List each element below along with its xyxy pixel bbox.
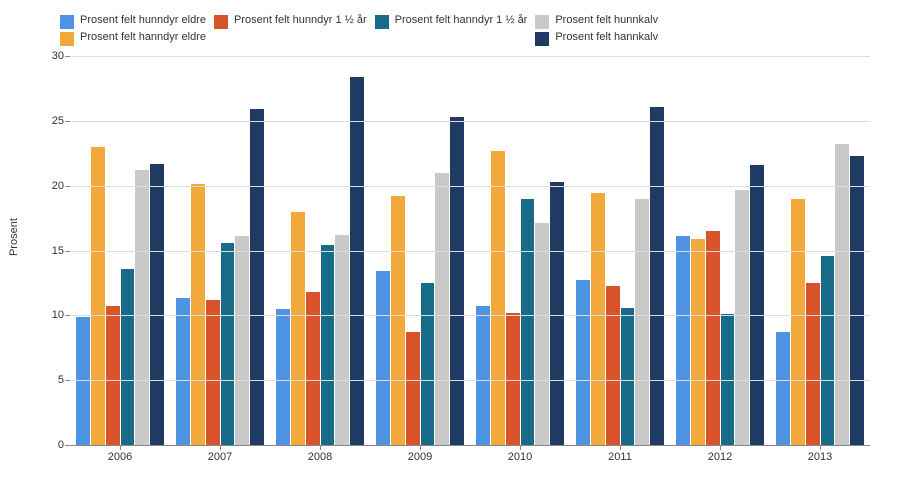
legend-swatch: [214, 15, 228, 29]
bar: [535, 223, 549, 445]
bar: [835, 144, 849, 445]
ytick-label: 25: [40, 115, 64, 127]
bar: [250, 109, 264, 445]
legend-item: Prosent felt hannkalv: [535, 31, 658, 46]
ytick-mark: [65, 56, 70, 57]
bar: [91, 147, 105, 445]
bar: [650, 107, 664, 445]
bar: [391, 196, 405, 445]
bar: [491, 151, 505, 445]
ytick-label: 10: [40, 309, 64, 321]
legend-swatch: [535, 15, 549, 29]
gridline: [70, 380, 870, 381]
bar: [521, 199, 535, 445]
legend-swatch: [60, 15, 74, 29]
bar: [776, 332, 790, 445]
legend-label: Prosent felt hunnkalv: [555, 14, 658, 27]
legend-column: Prosent felt hanndyr 1 ½ år: [375, 14, 528, 48]
gridline: [70, 121, 870, 122]
xtick-label: 2007: [170, 445, 270, 463]
xtick-label: 2008: [270, 445, 370, 463]
legend-label: Prosent felt hunndyr eldre: [80, 14, 206, 27]
bar: [291, 212, 305, 445]
bar: [576, 280, 590, 445]
bar: [350, 77, 364, 445]
legend-column: Prosent felt hunndyr eldre Prosent felt h…: [60, 14, 206, 48]
bar: [176, 298, 190, 445]
bar: [706, 231, 720, 445]
bar: [750, 165, 764, 445]
bar: [850, 156, 864, 445]
legend-swatch: [60, 32, 74, 46]
bar: [235, 236, 249, 445]
bar: [606, 286, 620, 445]
bar: [321, 245, 335, 445]
bar: [635, 199, 649, 445]
bar: [335, 235, 349, 445]
xtick-label: 2012: [670, 445, 770, 463]
legend-item: Prosent felt hunndyr eldre: [60, 14, 206, 29]
xtick-label: 2011: [570, 445, 670, 463]
bar: [506, 313, 520, 445]
bar: [676, 236, 690, 445]
xtick-label: 2009: [370, 445, 470, 463]
ytick-mark: [65, 315, 70, 316]
legend-label: Prosent felt hannkalv: [555, 31, 658, 44]
legend-label: Prosent felt hunndyr 1 ½ år: [234, 14, 367, 27]
bar: [121, 269, 135, 445]
legend-item: Prosent felt hanndyr 1 ½ år: [375, 14, 528, 29]
gridline: [70, 315, 870, 316]
bar: [106, 306, 120, 445]
legend-label: Prosent felt hanndyr 1 ½ år: [395, 14, 528, 27]
bar: [135, 170, 149, 445]
bar: [591, 193, 605, 445]
y-axis-label: Prosent: [8, 218, 20, 256]
xtick-label: 2006: [70, 445, 170, 463]
chart-container: Prosent felt hunndyr eldre Prosent felt h…: [0, 0, 900, 500]
bar: [406, 332, 420, 445]
plot-area: 20062007200820092010201120122013 0510152…: [70, 56, 870, 446]
bar: [476, 306, 490, 445]
ytick-label: 5: [40, 374, 64, 386]
xtick-label: 2013: [770, 445, 870, 463]
bar: [691, 239, 705, 445]
bar: [435, 173, 449, 445]
bar: [421, 283, 435, 445]
bar: [821, 256, 835, 445]
ytick-mark: [65, 251, 70, 252]
bar: [621, 308, 635, 445]
ytick-label: 30: [40, 50, 64, 62]
legend-swatch: [375, 15, 389, 29]
legend-column: Prosent felt hunndyr 1 ½ år: [214, 14, 367, 48]
bar: [221, 243, 235, 445]
bar: [276, 309, 290, 445]
ytick-mark: [65, 380, 70, 381]
bar: [450, 117, 464, 445]
ytick-label: 15: [40, 245, 64, 257]
gridline: [70, 186, 870, 187]
ytick-label: 20: [40, 180, 64, 192]
legend-item: Prosent felt hunndyr 1 ½ år: [214, 14, 367, 29]
ytick-mark: [65, 121, 70, 122]
ytick-mark: [65, 186, 70, 187]
bar: [206, 300, 220, 445]
ytick-mark: [65, 445, 70, 446]
legend-swatch: [535, 32, 549, 46]
chart-legend: Prosent felt hunndyr eldre Prosent felt h…: [10, 10, 880, 56]
bar: [550, 182, 564, 445]
bar: [376, 271, 390, 445]
bar: [150, 164, 164, 445]
legend-column: Prosent felt hunnkalv Prosent felt hannka…: [535, 14, 658, 48]
xtick-label: 2010: [470, 445, 570, 463]
bar: [806, 283, 820, 445]
bar: [791, 199, 805, 445]
legend-item: Prosent felt hanndyr eldre: [60, 31, 206, 46]
legend-item: Prosent felt hunnkalv: [535, 14, 658, 29]
gridline: [70, 251, 870, 252]
ytick-label: 0: [40, 439, 64, 451]
legend-label: Prosent felt hanndyr eldre: [80, 31, 206, 44]
gridline: [70, 56, 870, 57]
bar: [735, 190, 749, 445]
